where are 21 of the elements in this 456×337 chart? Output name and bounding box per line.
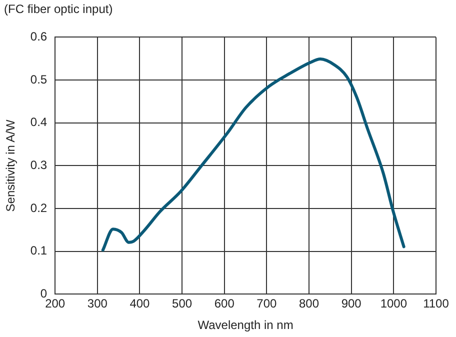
line-series (101, 58, 406, 252)
chart-title: (FC fiber optic input) (4, 2, 113, 16)
x-tick-label: 700 (256, 296, 278, 311)
y-axis-title: Sensitivity in A/W (4, 119, 18, 212)
x-tick-label: 900 (341, 296, 362, 311)
x-tick-label: 600 (214, 296, 235, 311)
y-tick-label: 0.2 (30, 200, 48, 215)
y-tick-label: 0.3 (30, 158, 48, 172)
x-axis-title: Wavelength in nm (198, 318, 294, 332)
x-tick-label: 200 (45, 296, 66, 311)
y-tick-label: 0.6 (30, 30, 48, 44)
y-tick-label: 0.5 (30, 72, 48, 86)
x-tick-label: 1000 (380, 296, 408, 311)
y-tick-label: 0.1 (30, 244, 48, 258)
x-tick-label: 300 (87, 296, 108, 311)
x-tick-label: 800 (299, 296, 320, 311)
y-tick-label: 0.4 (30, 115, 48, 130)
y-tick-label: 0 (40, 286, 48, 301)
x-tick-label: 500 (172, 296, 192, 311)
x-tick-label: 400 (130, 296, 150, 311)
x-tick-label: 1100 (423, 296, 450, 311)
